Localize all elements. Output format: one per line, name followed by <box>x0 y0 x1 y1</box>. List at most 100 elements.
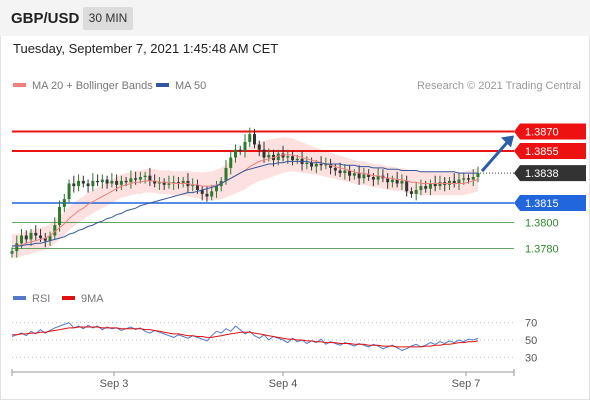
candle <box>214 180 218 198</box>
candle-body <box>414 190 418 194</box>
candle <box>34 225 38 241</box>
candle-body <box>233 149 237 158</box>
candle <box>96 174 100 187</box>
candle-body <box>267 154 271 158</box>
candle <box>72 175 76 193</box>
candle-body <box>214 186 218 192</box>
candle-body <box>466 178 470 180</box>
legend-rsi-ma-label: 9MA <box>81 293 104 305</box>
candle <box>24 230 28 244</box>
candle <box>324 157 328 170</box>
level-tag-last <box>514 165 586 182</box>
candle-body <box>153 180 157 184</box>
candle <box>253 128 257 149</box>
x-axis-label: Sep 3 <box>100 378 129 390</box>
projection-arrow <box>480 140 510 173</box>
x-axis-label: Sep 4 <box>269 378 298 390</box>
candle-body <box>72 183 76 187</box>
candle <box>376 167 380 185</box>
candle-body <box>172 182 176 184</box>
candle-body <box>124 180 128 183</box>
research-credit: Research © 2021 Trading Central <box>416 80 581 92</box>
candle <box>390 175 394 188</box>
candle-body <box>262 149 266 158</box>
candle <box>43 232 47 248</box>
candle <box>367 169 371 181</box>
candle <box>329 158 333 175</box>
candle-body <box>305 162 309 164</box>
candle-body <box>447 180 451 185</box>
candle-body <box>105 179 109 184</box>
candle-body <box>58 206 62 226</box>
candle-body <box>53 225 57 236</box>
rsi-tick-label: 70 <box>525 318 537 330</box>
candle <box>119 175 123 190</box>
candle <box>343 164 347 180</box>
candle-body <box>100 179 104 183</box>
candle <box>176 177 180 189</box>
rsi-tick-label: 50 <box>525 335 537 347</box>
candle <box>181 177 185 188</box>
candle-body <box>20 235 24 244</box>
candle-body <box>205 193 209 197</box>
candle <box>357 165 361 185</box>
candle-body <box>333 167 337 171</box>
candle <box>291 151 295 166</box>
candle-body <box>229 157 233 168</box>
candle <box>148 167 152 187</box>
candle <box>471 169 475 187</box>
candle <box>338 162 342 177</box>
candle <box>257 140 261 157</box>
candle <box>110 173 114 188</box>
level-label-support_1: 1.3800 <box>525 218 559 230</box>
candle-body <box>257 144 261 150</box>
candle-body <box>10 251 14 254</box>
candle-body <box>29 232 33 240</box>
rsi-ma-swatch <box>62 296 75 301</box>
candle-body <box>15 243 19 252</box>
candle-body <box>129 178 133 183</box>
candle-body <box>471 177 475 180</box>
ma20-swatch <box>13 83 26 88</box>
candle <box>20 229 24 249</box>
candle <box>157 177 161 190</box>
candle-body <box>119 180 123 185</box>
candle <box>229 151 233 175</box>
candle-body <box>248 134 252 142</box>
candle <box>81 175 85 188</box>
candle-body <box>371 177 375 180</box>
candle <box>129 170 133 189</box>
candle-body <box>329 164 333 168</box>
candle <box>238 145 242 155</box>
candle <box>386 173 390 189</box>
candle <box>143 171 147 184</box>
candle <box>400 174 404 190</box>
candle-body <box>324 164 328 166</box>
datetime-label: Tuesday, September 7, 2021 1:45:48 AM CE… <box>13 41 279 56</box>
candle <box>348 165 352 181</box>
candle <box>428 179 432 196</box>
level-label-resistance_2: 1.3870 <box>525 127 559 139</box>
candle-body <box>34 232 38 236</box>
candle <box>91 173 95 192</box>
candle <box>15 235 19 258</box>
candle-body <box>367 174 371 177</box>
legend-ma20-label: MA 20 + Bollinger Bands <box>32 80 153 92</box>
candle-body <box>295 158 299 161</box>
legend-ma50: MA 50 <box>156 80 206 92</box>
candle <box>405 175 409 197</box>
candle-body <box>409 191 413 194</box>
timeframe-button[interactable]: 30 MIN <box>83 7 133 30</box>
level-tag-resistance_2 <box>514 123 586 140</box>
candle-body <box>39 235 43 239</box>
candle <box>105 175 109 189</box>
candle-body <box>210 191 214 197</box>
legend-rsi-ma: 9MA <box>62 293 104 305</box>
candle-body <box>143 175 147 177</box>
level-label-last: 1.3838 <box>525 168 559 180</box>
candle-body <box>386 178 390 183</box>
candle-body <box>96 180 100 183</box>
candle <box>319 156 323 171</box>
candle-body <box>291 156 295 161</box>
candle <box>362 167 366 184</box>
